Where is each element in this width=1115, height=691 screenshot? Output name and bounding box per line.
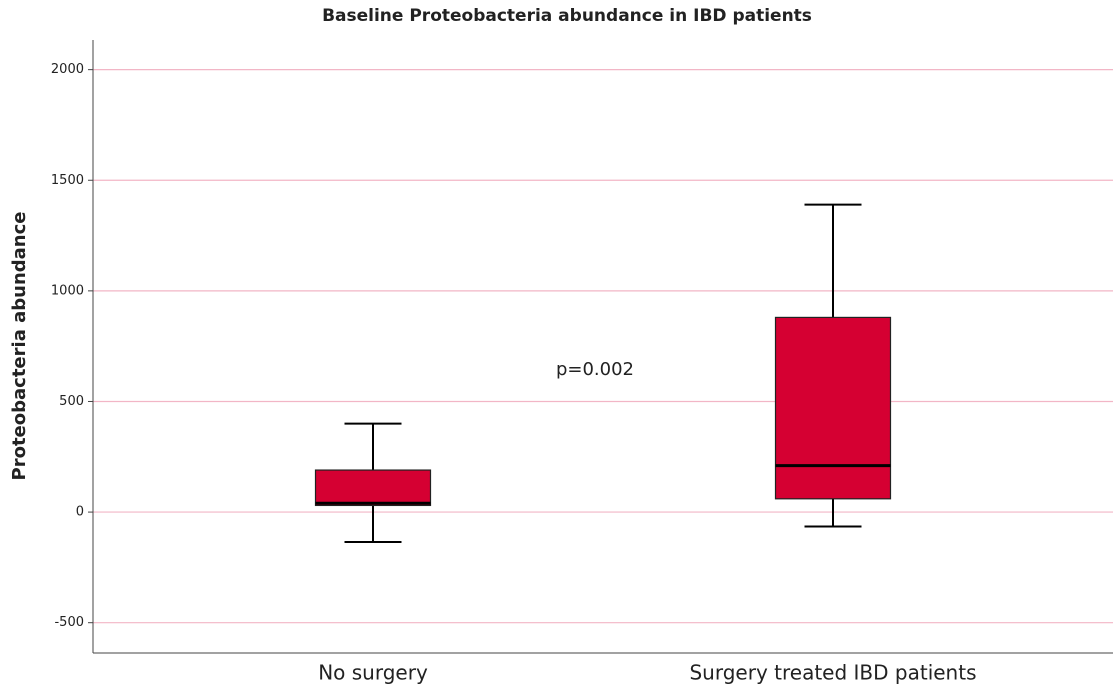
chart-title: Baseline Proteobacteria abundance in IBD… bbox=[322, 6, 812, 26]
box bbox=[314, 469, 432, 507]
y-tick-label: 1500 bbox=[51, 173, 84, 188]
x-tick-label: No surgery bbox=[318, 661, 428, 685]
y-tick-label: -500 bbox=[54, 615, 84, 630]
box bbox=[774, 316, 892, 500]
y-tick-label: 500 bbox=[59, 394, 84, 409]
y-tick-label: 2000 bbox=[51, 62, 84, 77]
y-axis-label: Proteobacteria abundance bbox=[9, 212, 30, 481]
y-tick-label: 0 bbox=[76, 505, 84, 520]
x-tick-label: Surgery treated IBD patients bbox=[689, 661, 976, 685]
y-tick-label: 1000 bbox=[51, 283, 84, 298]
annotation: p=0.002 bbox=[556, 359, 634, 380]
